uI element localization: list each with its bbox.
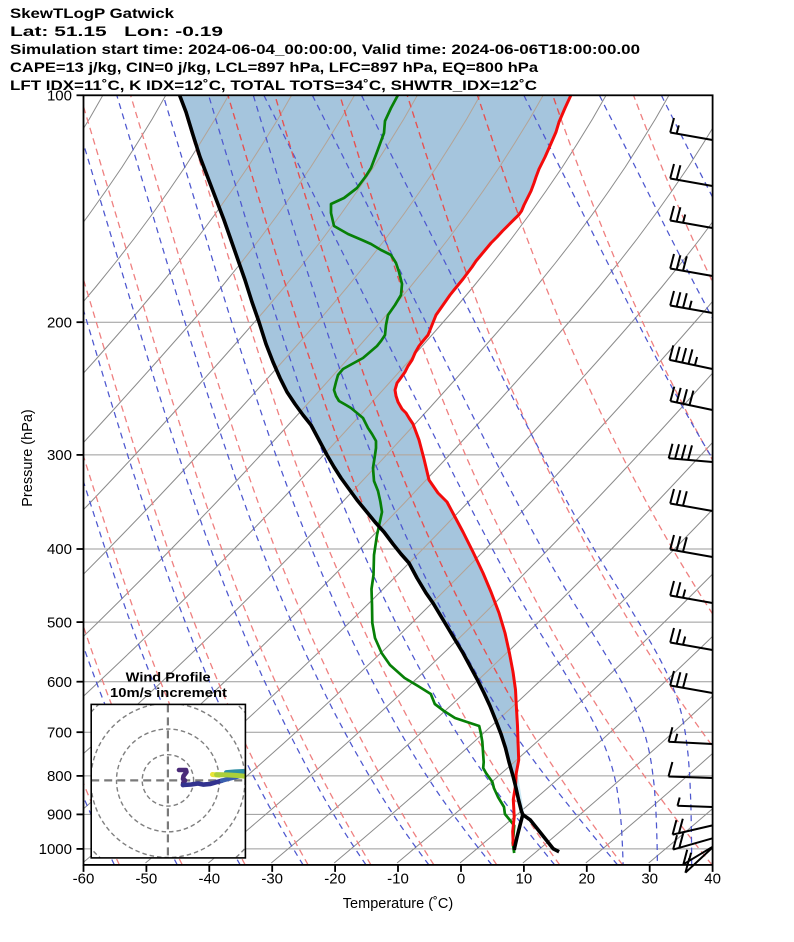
- svg-text:1000: 1000: [39, 841, 72, 858]
- svg-text:-60: -60: [73, 871, 95, 888]
- svg-text:800: 800: [47, 768, 72, 785]
- svg-text:SkewTLogP Gatwick: SkewTLogP Gatwick: [10, 6, 175, 21]
- svg-text:0: 0: [457, 871, 465, 888]
- svg-text:700: 700: [47, 724, 72, 741]
- svg-text:400: 400: [47, 541, 72, 558]
- svg-text:-40: -40: [198, 871, 220, 888]
- svg-text:100: 100: [47, 88, 72, 105]
- svg-text:30: 30: [641, 871, 658, 888]
- svg-text:Pressure (hPa): Pressure (hPa): [20, 409, 36, 507]
- svg-text:-50: -50: [136, 871, 158, 888]
- svg-text:CAPE=13 j/kg, CIN=0 j/kg, LCL=: CAPE=13 j/kg, CIN=0 j/kg, LCL=897 hPa, L…: [10, 60, 539, 75]
- svg-text:10m/s increment: 10m/s increment: [110, 686, 228, 700]
- svg-text:-20: -20: [324, 871, 346, 888]
- svg-text:LFT IDX=11˚C, K IDX=12˚C, TOTA: LFT IDX=11˚C, K IDX=12˚C, TOTAL TOTS=34˚…: [10, 78, 537, 93]
- svg-text:600: 600: [47, 674, 72, 691]
- svg-text:-10: -10: [387, 871, 409, 888]
- svg-text:Wind Profile: Wind Profile: [126, 671, 211, 685]
- svg-text:300: 300: [47, 447, 72, 464]
- svg-text:10: 10: [516, 871, 533, 888]
- svg-text:Lat: 51.15 Lon: -0.19: Lat: 51.15 Lon: -0.19: [10, 24, 224, 39]
- svg-text:20: 20: [578, 871, 595, 888]
- svg-text:-30: -30: [261, 871, 283, 888]
- svg-text:200: 200: [47, 314, 72, 331]
- svg-text:40: 40: [704, 871, 721, 888]
- svg-text:Temperature (˚C): Temperature (˚C): [343, 896, 453, 912]
- svg-text:900: 900: [47, 807, 72, 824]
- svg-text:Simulation start time: 2024-06: Simulation start time: 2024-06-04_00:00:…: [10, 42, 640, 57]
- svg-text:500: 500: [47, 614, 72, 631]
